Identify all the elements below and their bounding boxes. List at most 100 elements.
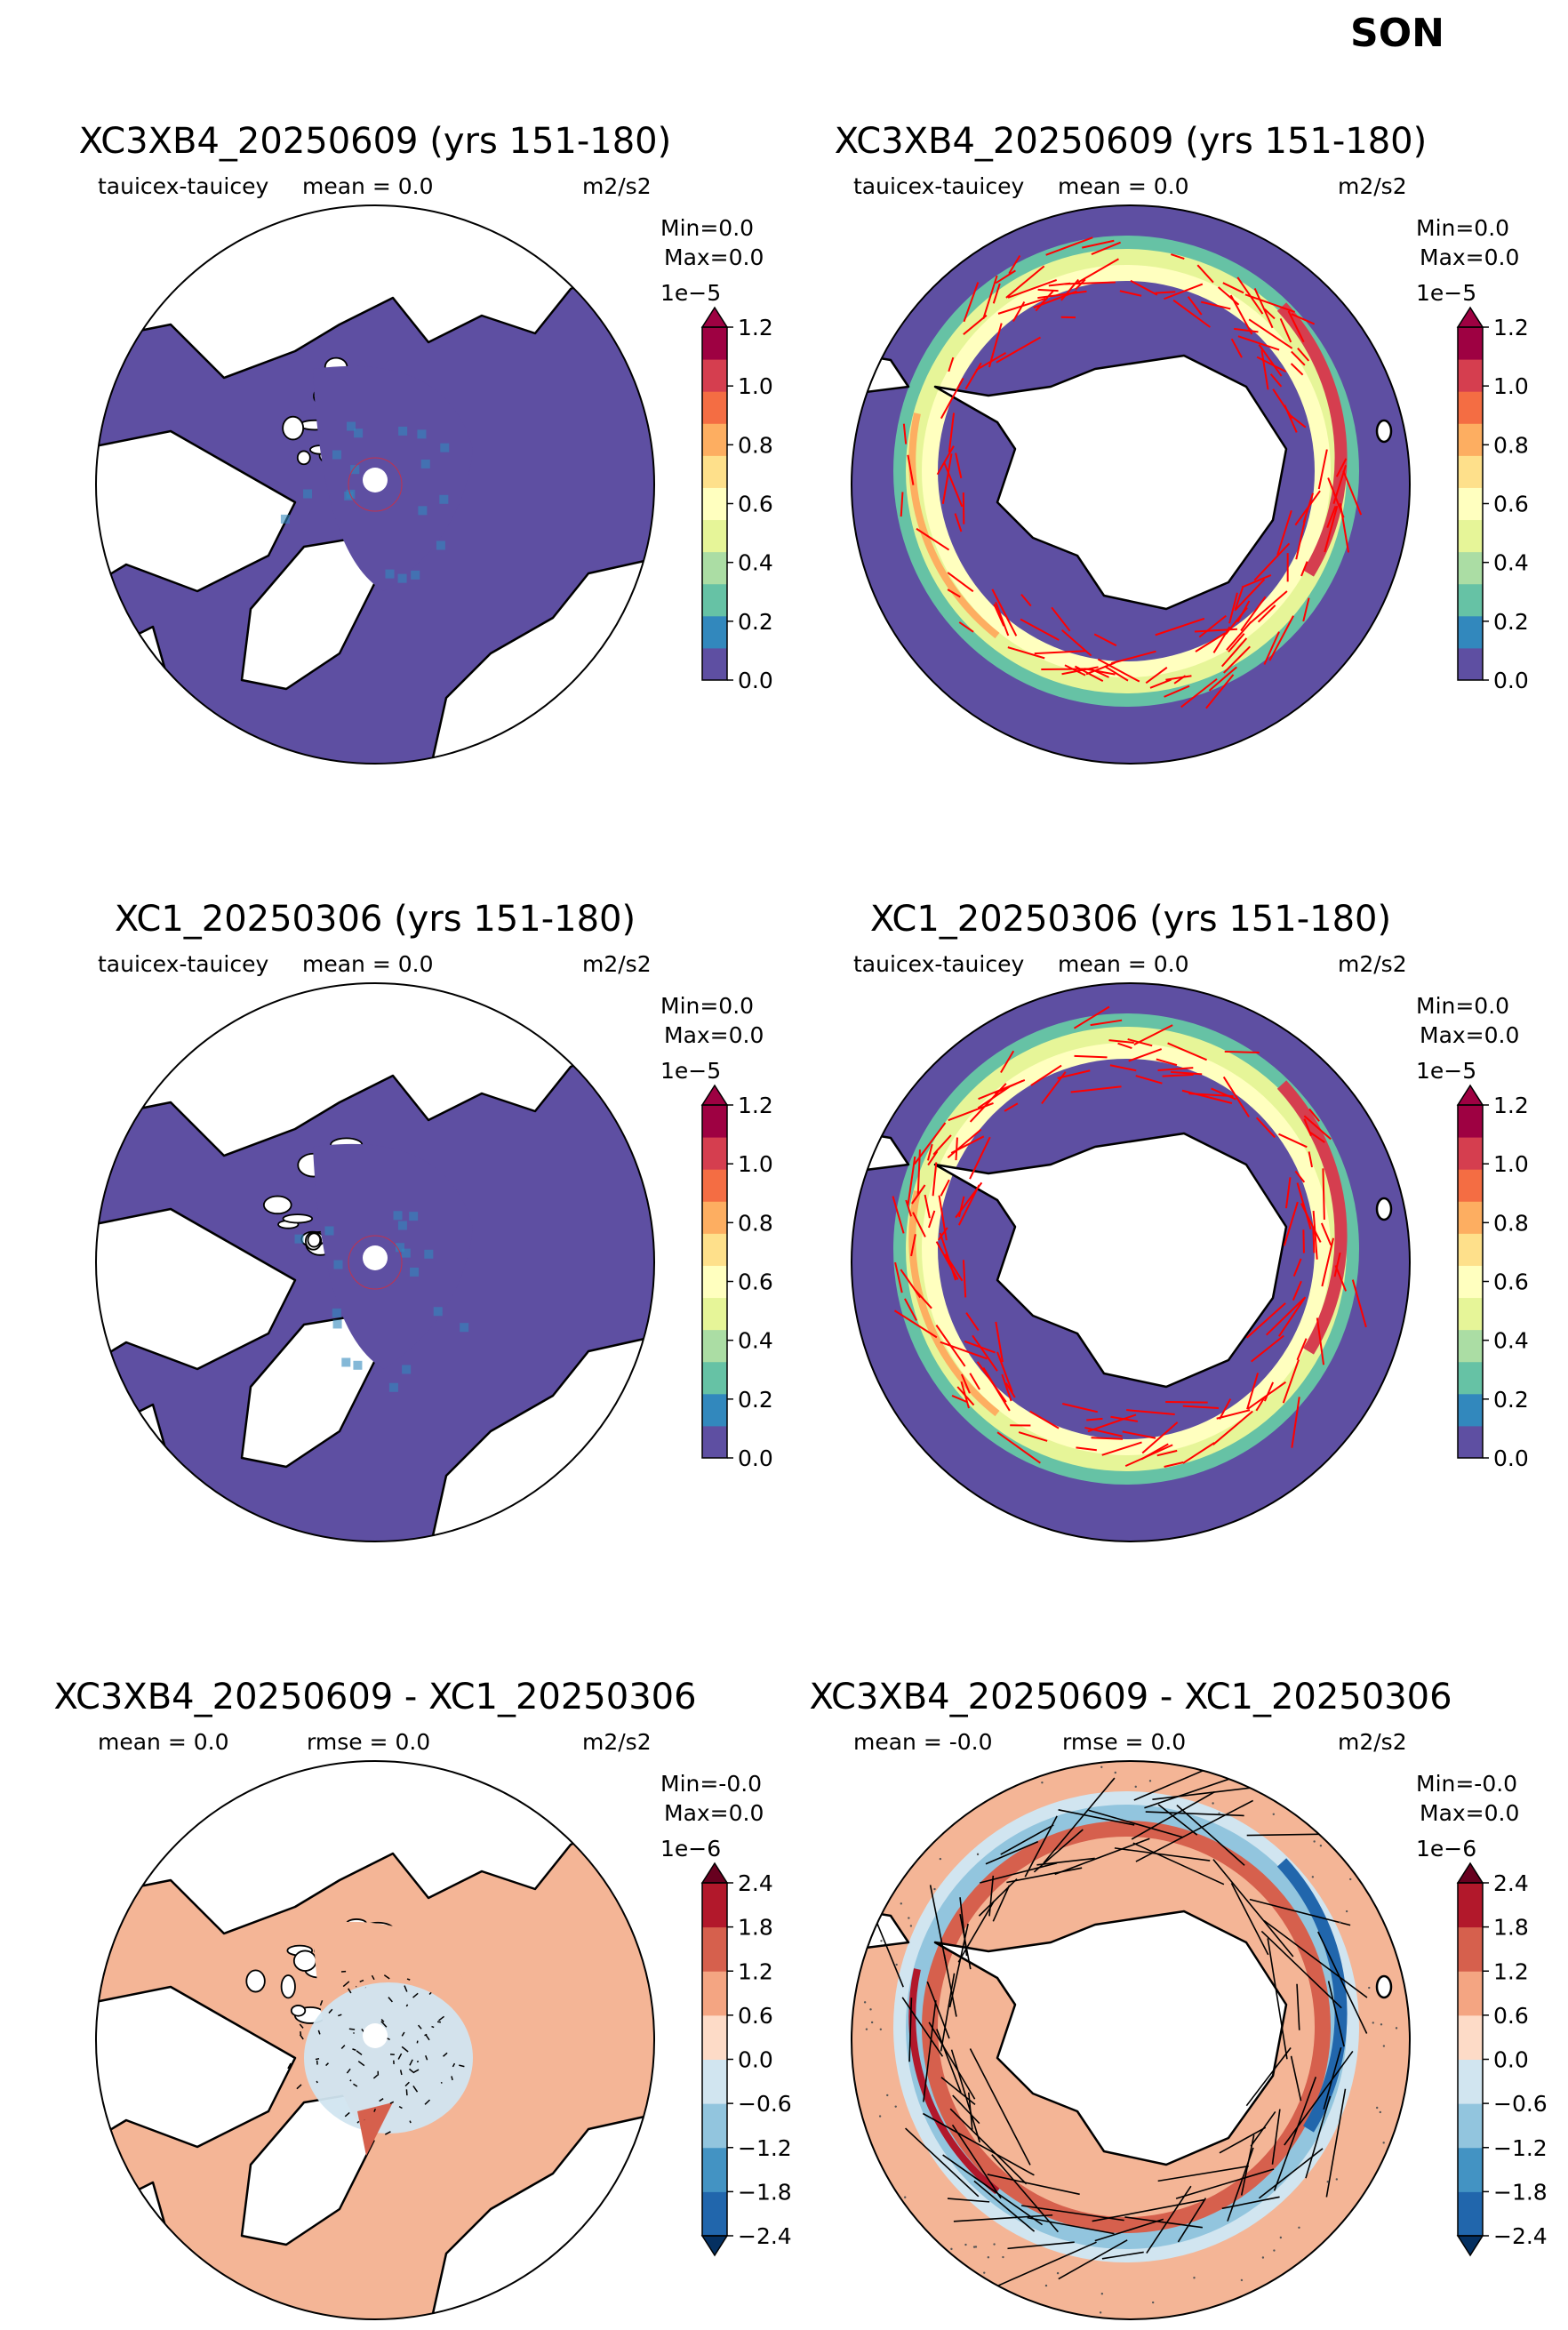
vector-arrow	[1335, 458, 1348, 477]
landmass-labrador	[96, 1403, 172, 1541]
vector-arrow	[1246, 1373, 1260, 1410]
colorbar-segment	[702, 423, 727, 456]
colorbar-tick-label: −0.6	[738, 2091, 792, 2117]
colorbar-segment	[702, 391, 727, 424]
vector-arrow	[1187, 296, 1203, 316]
vector-arrow	[1048, 282, 1071, 287]
vector-arrow	[1198, 614, 1227, 638]
vector-arrow	[1135, 1075, 1163, 1085]
map-area	[852, 1761, 1410, 2319]
vector-arrow	[1165, 675, 1192, 681]
colorbar-segment	[1458, 2191, 1483, 2237]
vector-arrow	[1057, 1069, 1091, 1079]
vector-arrow	[1320, 1222, 1332, 1245]
vector-arrow	[1037, 288, 1059, 292]
vector-arrow	[991, 589, 1018, 637]
vector-arrow	[1308, 1108, 1320, 1122]
vector-arrow	[1124, 2216, 1203, 2229]
landmass-labrador	[96, 2181, 172, 2319]
landmass-antarctica	[933, 1132, 1288, 1389]
colorbar-segment	[1458, 455, 1483, 488]
island	[282, 1213, 314, 1224]
colorbar-segment	[1458, 391, 1483, 424]
vector-arrow	[900, 492, 904, 517]
colorbar-tick-label: 0.8	[738, 432, 773, 458]
grid-dot	[1379, 2110, 1381, 2114]
vector-arrow	[1000, 1050, 1015, 1074]
stress-cell	[398, 426, 408, 436]
vector-arrow	[338, 2014, 342, 2017]
vector-arrow	[985, 1840, 1039, 1865]
vector-arrow	[912, 1212, 926, 1237]
vector-arrow	[352, 2048, 356, 2051]
vector-arrow	[1351, 1279, 1367, 1328]
colorbar-tick-label: 2.4	[1493, 1870, 1529, 1896]
map-boundary	[95, 204, 655, 765]
vector-arrow	[927, 1150, 939, 1166]
vector-arrow	[1266, 1297, 1305, 1336]
colorbar: −2.4 −1.8 −1.2 −0.6 0.0 0.6 1.2 1.8 2.4	[700, 1862, 792, 2257]
colorbar-tick-label: 0.0	[738, 668, 773, 693]
island	[1375, 419, 1393, 444]
vector-arrow	[922, 2112, 1035, 2176]
vector-arrow	[1007, 646, 1045, 660]
vector-arrow	[938, 1227, 948, 1241]
vector-arrow	[1268, 615, 1294, 661]
colorbar-tick-label: 0.8	[1493, 432, 1529, 458]
vector-arrow	[315, 2057, 320, 2061]
vector-arrow	[949, 2108, 1028, 2185]
island	[1375, 1197, 1393, 1221]
vector-arrow	[1005, 265, 1045, 299]
colorbar-segment	[702, 327, 727, 360]
vector-arrow	[1282, 1359, 1300, 1404]
grid-dot	[1368, 1986, 1371, 1990]
vector-arrow	[406, 1978, 411, 1981]
panel-title: XC3XB4_20250609 - XC1_20250306	[53, 1677, 696, 1717]
colorbar-extend-max	[1456, 306, 1484, 328]
colorbar-tick-label: 0.2	[738, 1387, 773, 1413]
colorbar-tick-label: 1.2	[738, 315, 773, 340]
stress-cell	[341, 1357, 351, 1367]
vector-arrow	[1284, 2050, 1354, 2146]
vector-arrow	[1322, 1168, 1325, 1221]
vector-arrow	[412, 2069, 420, 2074]
min-label: Min=-0.0	[660, 1771, 762, 1797]
colorbar-segment	[1458, 1201, 1483, 1234]
stress-cell	[411, 570, 420, 580]
stress-cell	[401, 1248, 411, 1258]
colorbar-segment	[1458, 1425, 1483, 1459]
vector-arrow	[409, 2059, 413, 2066]
units-label: m2/s2	[1338, 173, 1407, 199]
vector-arrow	[1308, 1131, 1325, 1143]
vector-arrow	[987, 2174, 1080, 2196]
vector-arrow	[1212, 1410, 1253, 1445]
stress-cell	[332, 1308, 341, 1317]
vector-arrow	[1074, 1054, 1108, 1059]
max-label: Max=0.0	[1420, 244, 1519, 270]
vector-arrow	[1312, 1228, 1316, 1253]
colorbar-extend-max	[700, 306, 729, 328]
stress-cell	[410, 1267, 420, 1277]
vector-arrow	[1110, 650, 1156, 665]
variable-label: tauicex-tauicey	[853, 173, 1024, 199]
vector-arrow	[1221, 2196, 1280, 2210]
colorbar-segment	[702, 455, 727, 488]
vector-arrow	[950, 2049, 981, 2143]
vector-arrow	[1177, 2198, 1207, 2243]
vector-arrow	[1241, 574, 1272, 589]
grid-dot	[1002, 2255, 1004, 2259]
stress-cell	[397, 573, 407, 583]
vector-arrow	[916, 1149, 921, 1197]
vector-arrow	[1124, 1444, 1173, 1468]
vector-arrow	[1175, 2168, 1275, 2199]
vector-arrow	[956, 1386, 975, 1406]
vector-arrow	[1291, 1397, 1300, 1448]
vector-arrow	[948, 412, 956, 452]
colorbar-tick-label: 1.2	[738, 1093, 773, 1118]
vector-arrow	[1246, 1833, 1332, 1837]
vector-arrow	[1263, 308, 1276, 320]
vector-arrow	[1317, 449, 1328, 490]
vector-arrow	[1104, 665, 1129, 682]
vector-arrow	[988, 1875, 995, 1917]
vector-arrow	[1255, 1117, 1276, 1139]
